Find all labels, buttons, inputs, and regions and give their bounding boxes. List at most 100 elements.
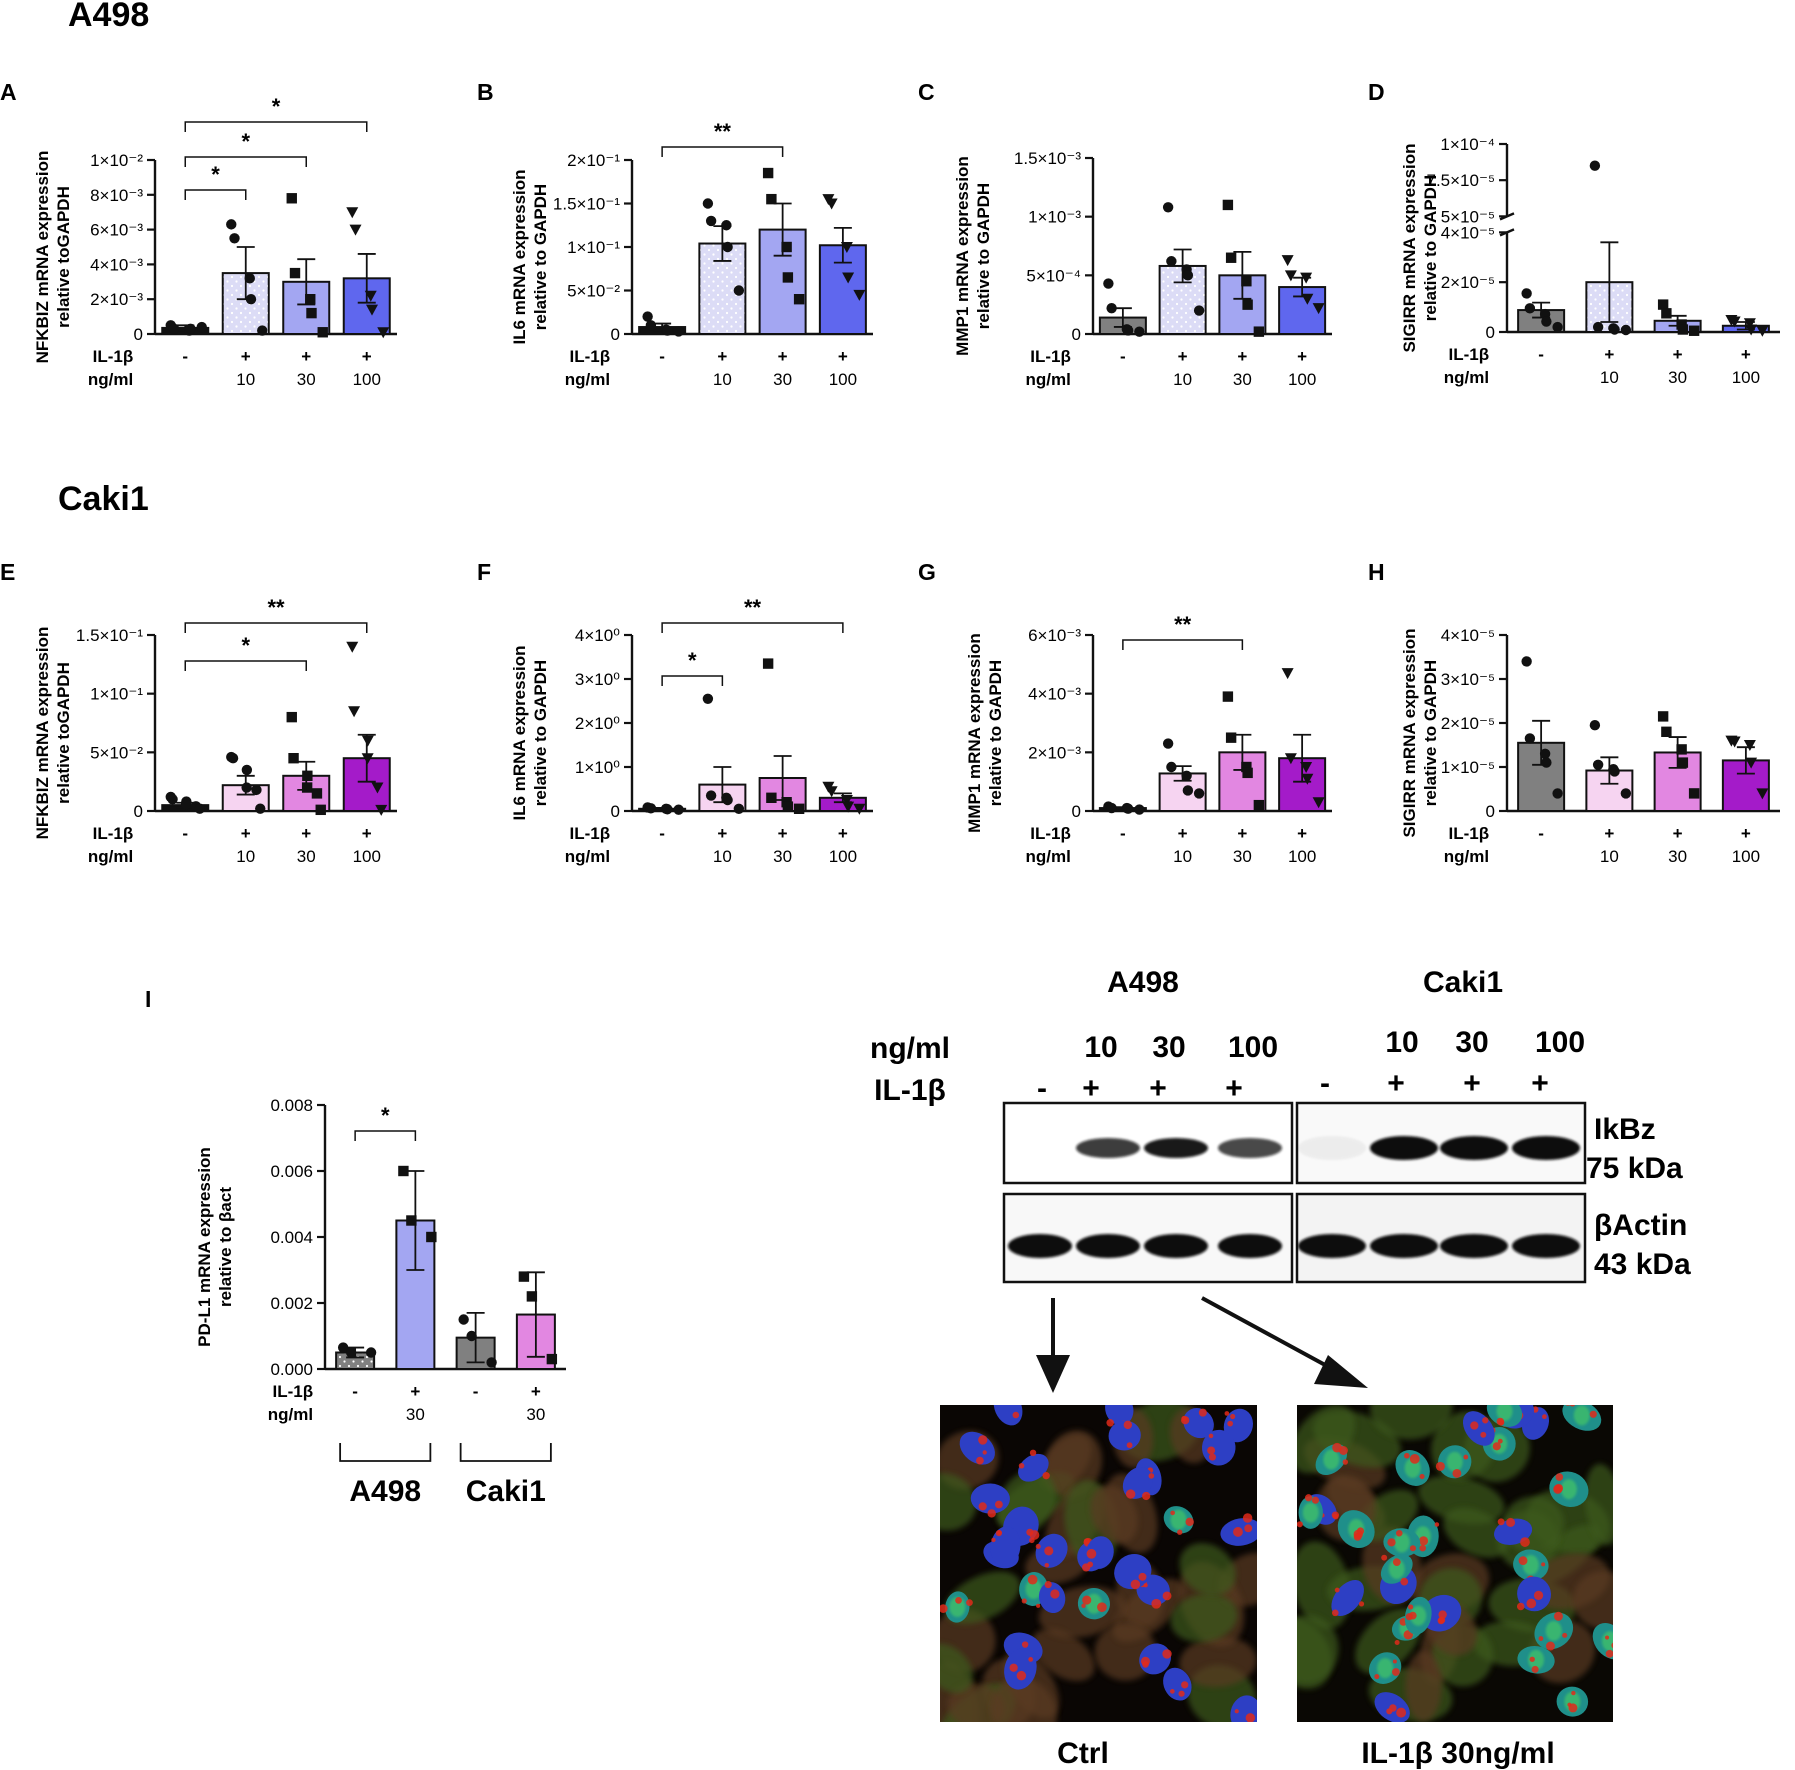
il1b-sign: +: [1178, 824, 1188, 843]
y-tick-label: 1×10⁻¹: [90, 685, 143, 704]
y-axis-label-line: PD-L1 mRNA expression: [195, 1147, 214, 1347]
red-punctum: [1409, 1453, 1420, 1464]
red-punctum: [976, 1456, 984, 1465]
red-punctum: [1523, 1394, 1533, 1404]
data-point: [305, 294, 316, 305]
red-punctum: [1342, 1459, 1349, 1465]
data-point: [288, 753, 299, 764]
data-point: [1225, 252, 1237, 263]
red-punctum: [1542, 1414, 1547, 1420]
blot-sign: -: [1037, 1072, 1047, 1105]
y-axis-label: MMP1 mRNA expression relative to GAPDH: [953, 156, 993, 356]
cell-line-bracket-label: A498: [349, 1475, 421, 1508]
y-tick-label: 5×10⁻⁵: [1441, 207, 1495, 226]
y-axis-label: NFKBIZ mRNA expression relative toGAPDH: [33, 151, 73, 364]
cell-line-bracket: [459, 1443, 552, 1462]
data-point: [458, 1314, 469, 1325]
red-punctum: [1392, 1659, 1397, 1664]
red-punctum: [1555, 1473, 1564, 1481]
red-punctum: [1374, 1673, 1380, 1680]
data-point: [168, 323, 180, 334]
significance-bracket: [1122, 639, 1244, 650]
chart-panel-G: G 0 2×10⁻³ 4×10⁻³ 6×10⁻³ MMP1 mRNA expression…: [918, 559, 1332, 866]
red-punctum: [1208, 1453, 1217, 1461]
red-punctum: [1396, 1529, 1403, 1537]
dose-label: 100: [353, 847, 381, 866]
data-point: [1620, 324, 1632, 336]
blot-sign: +: [1387, 1067, 1405, 1100]
cell-cytoplasm: [1031, 1628, 1095, 1682]
red-punctum: [1604, 1635, 1610, 1640]
il1b-sign: +: [1741, 824, 1751, 843]
y-axis-label: IL6 mRNA expression relative to GAPDH: [510, 169, 550, 344]
y-axis-label-line: relative to GAPDH: [1421, 175, 1440, 321]
red-punctum: [1407, 1604, 1414, 1610]
nucleus-green-signal: [1496, 1405, 1513, 1422]
data-point: [1521, 656, 1532, 667]
il1b-sign: +: [241, 347, 251, 366]
cell-cytoplasm: [947, 1683, 1005, 1722]
band-size-ikbz: 75 kDa: [1586, 1152, 1683, 1185]
y-tick-label: 4×10⁻⁵: [1441, 223, 1495, 242]
arrowhead-ctrl: [1036, 1355, 1070, 1393]
il1b-sign: -: [1120, 824, 1126, 843]
data-point: [426, 1231, 437, 1243]
data-point: [518, 1271, 530, 1282]
blot-band-caki1: [1512, 1136, 1580, 1160]
data-point: [1592, 321, 1604, 333]
red-punctum: [1405, 1613, 1413, 1621]
dose-label: 30: [773, 847, 792, 866]
y-tick-label: 1.5×10⁻¹: [76, 626, 143, 645]
ngml-row-label: ng/ml: [268, 1405, 313, 1424]
data-point: [1743, 318, 1756, 330]
red-punctum: [1545, 1641, 1555, 1651]
y-tick-label: 1.5×10⁻¹: [553, 195, 620, 214]
data-point: [1743, 740, 1756, 751]
panel-letter-H: H: [1368, 559, 1385, 585]
chart-panel-D: D02×10⁻⁵4×10⁻⁵5×10⁻⁵7.5×10⁻⁵1×10⁻⁴SIGIRR…: [1368, 79, 1780, 387]
chart-panel-B: B 0 5×10⁻² 1×10⁻¹ 1.5×10⁻¹ 2×10⁻¹ IL6 mRNA exp…: [477, 79, 873, 389]
red-punctum: [978, 1435, 988, 1445]
cell-cytoplasm: [1170, 1593, 1238, 1643]
blot-band-a498: [1218, 1234, 1282, 1258]
il1b-sign: +: [1741, 345, 1751, 364]
red-punctum: [1553, 1611, 1563, 1621]
data-point: [766, 193, 777, 205]
red-punctum: [1018, 1462, 1025, 1469]
data-point: [180, 798, 192, 810]
red-punctum: [955, 1596, 962, 1604]
y-tick-label: 6×10⁻³: [1028, 626, 1081, 645]
blot-il1b-label: IL-1β: [874, 1074, 946, 1107]
red-punctum: [1409, 1545, 1416, 1552]
data-point: [673, 804, 684, 815]
data-point: [245, 294, 257, 305]
significance-bracket: [354, 1130, 417, 1141]
y-axis-label: MMP1 mRNA expression relative to GAPDH: [965, 633, 1005, 833]
il1b-sign: +: [1297, 824, 1307, 843]
cell-cytoplasm: [940, 1473, 977, 1531]
section-title-caki1: Caki1: [58, 480, 149, 518]
blot-band-a498: [1218, 1138, 1282, 1158]
red-punctum: [1498, 1419, 1505, 1426]
y-tick-label: 8×10⁻³: [90, 186, 143, 205]
red-punctum: [1392, 1558, 1401, 1567]
data-point: [244, 273, 255, 284]
cell-nucleus: [1517, 1576, 1551, 1612]
y-tick-label: 1×10⁻¹: [567, 238, 620, 257]
data-point: [1524, 303, 1536, 314]
data-point: [662, 804, 673, 815]
il1b-sign: +: [1673, 345, 1683, 364]
cell-nucleus: [1230, 1695, 1257, 1722]
data-point: [1301, 293, 1314, 305]
il1b-sign: -: [473, 1382, 479, 1401]
panel-letter-I: I: [145, 986, 151, 1012]
blot-band-a498: [1144, 1234, 1208, 1258]
data-point: [364, 290, 377, 302]
red-punctum: [1198, 1408, 1207, 1417]
red-punctum: [1042, 1471, 1050, 1480]
cell-cytoplasm: [1090, 1485, 1138, 1544]
red-punctum: [1230, 1413, 1236, 1420]
y-tick-label: 1×10⁻²: [90, 151, 143, 170]
red-punctum: [1438, 1610, 1447, 1619]
red-punctum: [1304, 1494, 1313, 1502]
